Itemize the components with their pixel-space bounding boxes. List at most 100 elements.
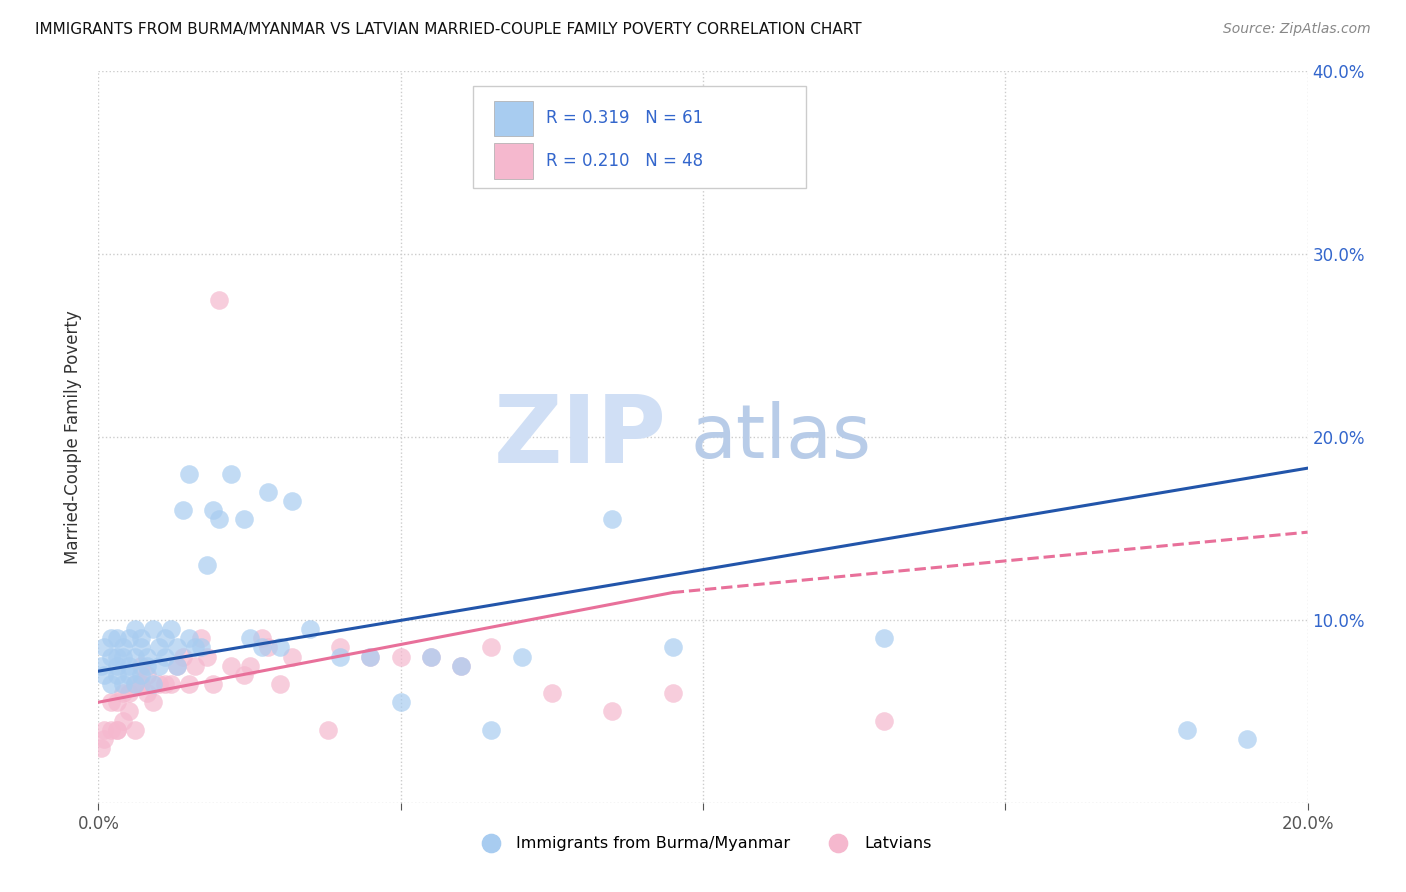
- Point: [1236, 731, 1258, 746]
- Point: [269, 640, 291, 655]
- Point: [269, 677, 291, 691]
- Point: [360, 649, 382, 664]
- Point: [661, 686, 683, 700]
- Point: [184, 640, 207, 655]
- Point: [221, 467, 243, 481]
- Point: [148, 640, 170, 655]
- Point: [135, 686, 157, 700]
- FancyBboxPatch shape: [474, 86, 806, 188]
- Point: [93, 723, 115, 737]
- Point: [129, 632, 152, 646]
- Point: [202, 503, 225, 517]
- Point: [389, 695, 412, 709]
- Point: [179, 632, 201, 646]
- Point: [190, 640, 212, 655]
- Point: [135, 667, 157, 681]
- Point: [100, 649, 122, 664]
- Point: [239, 632, 262, 646]
- Point: [250, 640, 273, 655]
- Point: [195, 558, 218, 573]
- Text: atlas: atlas: [690, 401, 872, 474]
- Point: [221, 658, 243, 673]
- Bar: [494, 144, 533, 178]
- Point: [481, 723, 503, 737]
- Point: [90, 740, 112, 755]
- Text: R = 0.319   N = 61: R = 0.319 N = 61: [546, 109, 703, 128]
- Point: [118, 667, 141, 681]
- Point: [602, 512, 624, 526]
- Point: [208, 293, 231, 307]
- Point: [124, 622, 146, 636]
- Point: [142, 677, 165, 691]
- Point: [256, 485, 278, 500]
- Point: [105, 695, 128, 709]
- Text: ZIP: ZIP: [494, 391, 666, 483]
- Point: [190, 632, 212, 646]
- Point: [873, 632, 896, 646]
- Point: [208, 512, 231, 526]
- Point: [118, 705, 141, 719]
- Bar: [494, 101, 533, 136]
- Point: [100, 695, 122, 709]
- Legend: Immigrants from Burma/Myanmar, Latvians: Immigrants from Burma/Myanmar, Latvians: [468, 830, 938, 857]
- Point: [93, 667, 115, 681]
- Point: [100, 632, 122, 646]
- Point: [540, 686, 562, 700]
- Point: [420, 649, 443, 664]
- Point: [281, 494, 304, 508]
- Point: [129, 667, 152, 681]
- Point: [148, 658, 170, 673]
- Point: [166, 658, 188, 673]
- Point: [160, 622, 183, 636]
- Point: [148, 677, 170, 691]
- Point: [166, 658, 188, 673]
- Point: [256, 640, 278, 655]
- Point: [142, 622, 165, 636]
- Point: [129, 677, 152, 691]
- Point: [105, 658, 128, 673]
- Point: [873, 714, 896, 728]
- Point: [172, 503, 194, 517]
- Point: [105, 649, 128, 664]
- Point: [111, 640, 134, 655]
- Point: [93, 640, 115, 655]
- Point: [129, 658, 152, 673]
- Point: [329, 649, 352, 664]
- Point: [602, 705, 624, 719]
- Point: [160, 677, 183, 691]
- Point: [250, 632, 273, 646]
- Point: [1175, 723, 1198, 737]
- Point: [299, 622, 322, 636]
- Point: [93, 731, 115, 746]
- Point: [239, 658, 262, 673]
- Point: [450, 658, 472, 673]
- Point: [105, 723, 128, 737]
- Point: [420, 649, 443, 664]
- Point: [153, 649, 176, 664]
- Point: [179, 677, 201, 691]
- Point: [153, 677, 176, 691]
- Point: [153, 632, 176, 646]
- Point: [281, 649, 304, 664]
- Point: [124, 677, 146, 691]
- Point: [111, 714, 134, 728]
- Text: R = 0.210   N = 48: R = 0.210 N = 48: [546, 152, 703, 170]
- Point: [100, 723, 122, 737]
- Point: [389, 649, 412, 664]
- Point: [105, 667, 128, 681]
- Point: [142, 695, 165, 709]
- Point: [481, 640, 503, 655]
- Point: [105, 723, 128, 737]
- Point: [232, 512, 254, 526]
- Point: [118, 632, 141, 646]
- Point: [450, 658, 472, 673]
- Point: [124, 677, 146, 691]
- Point: [118, 686, 141, 700]
- Point: [202, 677, 225, 691]
- Point: [510, 649, 533, 664]
- Point: [360, 649, 382, 664]
- Point: [166, 640, 188, 655]
- Point: [135, 658, 157, 673]
- Text: IMMIGRANTS FROM BURMA/MYANMAR VS LATVIAN MARRIED-COUPLE FAMILY POVERTY CORRELATI: IMMIGRANTS FROM BURMA/MYANMAR VS LATVIAN…: [35, 22, 862, 37]
- Point: [90, 658, 112, 673]
